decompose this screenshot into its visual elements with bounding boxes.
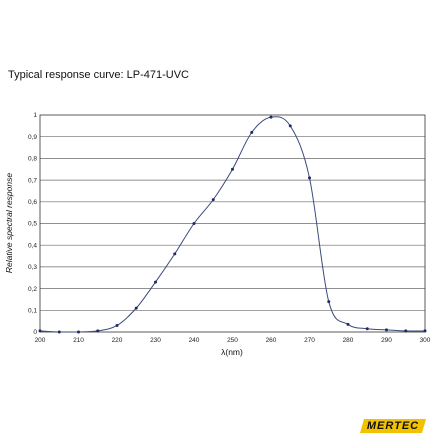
data-point xyxy=(192,222,196,225)
y-tick-label: 0,6 xyxy=(28,199,37,206)
x-tick-label: 270 xyxy=(304,337,315,344)
x-tick-label: 230 xyxy=(150,337,161,344)
data-point xyxy=(134,306,138,310)
x-tick-label: 280 xyxy=(343,337,354,344)
data-point xyxy=(96,329,100,333)
data-point xyxy=(423,329,427,333)
x-tick-label: 240 xyxy=(189,337,200,344)
data-point xyxy=(250,130,254,134)
data-point xyxy=(57,330,61,334)
x-tick-label: 290 xyxy=(381,337,392,344)
grid-lines xyxy=(40,136,425,311)
y-tick-label: 0,3 xyxy=(28,264,37,271)
x-tick-label: 260 xyxy=(266,337,277,344)
y-tick-label: 0,7 xyxy=(28,177,37,184)
data-point xyxy=(385,328,388,332)
data-point xyxy=(404,329,408,333)
y-tick-label: 0,9 xyxy=(28,134,37,141)
y-tick-label: 0 xyxy=(33,329,37,336)
data-point xyxy=(365,327,369,331)
data-point xyxy=(38,329,42,333)
x-tick-label: 220 xyxy=(112,337,123,344)
data-point xyxy=(115,323,119,327)
data-point xyxy=(77,330,80,334)
data-point xyxy=(211,198,215,202)
y-axis-title: Relative spectral response xyxy=(4,173,14,273)
x-tick-label: 300 xyxy=(420,337,431,344)
data-point xyxy=(288,124,292,128)
data-point xyxy=(327,300,331,304)
y-tick-labels: 0 0,1 0,2 0,3 0,4 0,5 0,6 0,7 0,8 0,9 1 xyxy=(28,112,37,336)
data-point xyxy=(173,252,177,256)
chart-caption: Typical response curve: LP-471-UVC xyxy=(8,69,189,81)
response-curve xyxy=(39,116,426,333)
data-point xyxy=(154,280,157,284)
logo-text: MERTEC xyxy=(366,420,420,432)
data-point xyxy=(308,176,311,180)
data-point xyxy=(269,115,273,119)
data-points xyxy=(38,115,427,334)
y-tick-label: 0,4 xyxy=(28,242,37,249)
y-tick-label: 0,8 xyxy=(28,156,37,163)
mertec-logo: MERTEC xyxy=(359,419,427,433)
x-tick-label: 210 xyxy=(73,337,84,344)
y-tick-label: 0,1 xyxy=(28,308,37,315)
plot-frame xyxy=(39,114,426,333)
y-tick-label: 0,5 xyxy=(28,221,37,228)
x-tick-label: 250 xyxy=(227,337,238,344)
data-point xyxy=(231,167,234,171)
y-tick-label: 0,2 xyxy=(28,286,37,293)
x-tick-labels: 200 210 220 230 240 250 260 270 280 290 300 xyxy=(35,337,431,344)
x-axis-title: λ(nm) xyxy=(221,347,243,357)
y-tick-label: 1 xyxy=(33,112,37,119)
x-tick-label: 200 xyxy=(35,337,46,344)
data-point xyxy=(346,322,350,326)
